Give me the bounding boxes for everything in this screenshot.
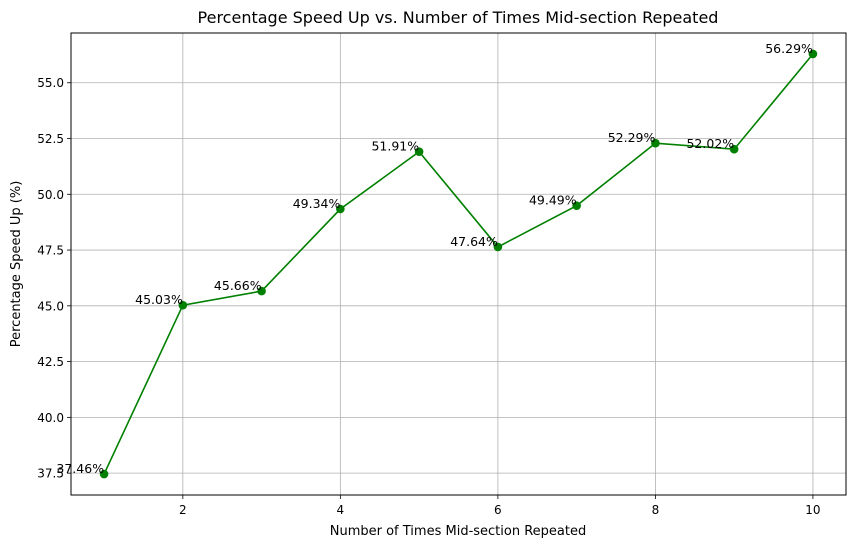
x-tick-label: 10 [805,503,820,517]
y-tick-label: 37.5 [37,467,64,481]
data-label: 52.29% [608,130,656,145]
x-tick-label: 4 [337,503,345,517]
x-tick-label: 8 [652,503,660,517]
data-label: 56.29% [765,41,813,56]
data-point [572,201,581,210]
data-point [414,147,424,156]
series-line [103,53,814,475]
y-tick-label: 40.0 [37,411,64,425]
y-tick-label: 45.0 [37,299,64,313]
plot-frame [70,32,847,496]
data-label: 52.02% [686,136,734,151]
data-label: 49.49% [529,193,577,208]
data-point [651,138,660,148]
grid [71,33,846,495]
y-tick-label: 50.0 [37,188,64,202]
y-tick-label: 47.5 [37,244,64,258]
data-point [99,469,109,479]
data-label: 45.66% [214,278,262,293]
ticks: 2 4 6 8 10 37.5 40.0 42.5 45.0 47.5 50.0 52.5 55.0 [37,76,820,517]
chart-title: Percentage Speed Up vs. Number of Times … [198,8,719,27]
data-label: 49.34% [293,196,341,211]
x-tick-label: 2 [179,503,187,517]
data-point [178,300,188,310]
data-point [729,144,739,154]
y-tick-label: 52.5 [37,132,64,146]
data-point [808,49,818,59]
data-label: 37.46% [56,461,104,476]
data-label: 45.03% [135,292,183,307]
data-point [336,204,345,214]
y-tick-label: 42.5 [37,355,64,369]
data-point [493,242,503,252]
y-tick-label: 55.0 [37,76,64,90]
series: 37.46% 45.03% 45.66% 49.34% 51.91% 47.64% 49.4… [56,41,818,479]
x-tick-label: 6 [494,503,502,517]
data-label: 51.91% [371,139,419,154]
y-axis-label: Percentage Speed Up (%) [9,181,24,348]
x-axis-label: Number of Times Mid-section Repeated [330,524,586,539]
data-point [257,286,266,296]
data-label: 47.64% [450,234,498,249]
